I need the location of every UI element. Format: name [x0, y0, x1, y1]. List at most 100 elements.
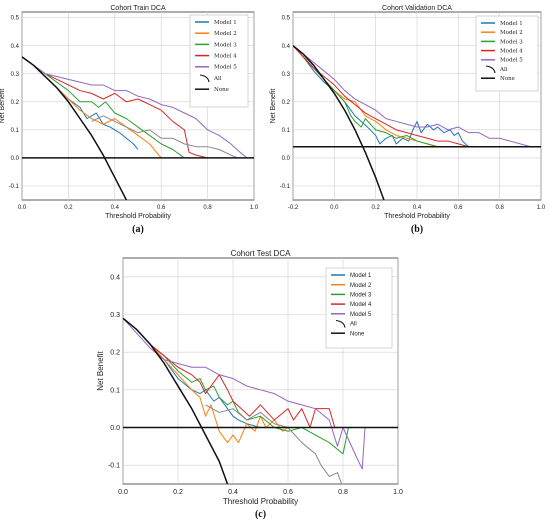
series-line-model-5	[293, 45, 531, 148]
chart-panel-c: 0.0 0.2 0.4 0.6 0.8 1.0 -0.1 0.0 0.1 0.2 0.3 0.4 Coh…	[96, 249, 403, 520]
legend-label: None	[214, 87, 229, 93]
series-line-model-2	[123, 317, 289, 444]
y-tick-label: 0.4	[11, 44, 20, 50]
y-tick-label: 0.3	[110, 312, 120, 319]
x-tick-label: 0.0	[330, 205, 339, 211]
series-line-model-3	[22, 56, 185, 159]
legend: Model 1 Model 2 Model 3 Model 4 Model 5 All No…	[325, 267, 393, 349]
series-line-model-4	[123, 317, 343, 428]
x-tick-label: 0.6	[157, 205, 166, 211]
x-tick-label: 0.0	[118, 489, 128, 496]
series-line-all	[293, 45, 385, 200]
legend-swatch-all	[335, 319, 346, 328]
x-tick-label: 0.2	[64, 205, 73, 211]
y-tick-label: -0.1	[280, 184, 291, 190]
x-tick-label: 0.6	[454, 205, 463, 211]
legend: Model 1 Model 2 Model 3 Model 4 Model 5 All No…	[475, 15, 539, 92]
legend-label: Model 4	[214, 54, 237, 60]
y-tick-label: 0.5	[282, 16, 291, 22]
chart-panel-b: -0.2 0.0 0.2 0.4 0.6 0.8 1.0 -0.1 0.0 0.1 0.2 0.3 0.…	[270, 5, 546, 235]
legend-label: All	[499, 67, 508, 73]
legend-label: Model 1	[350, 273, 372, 279]
series-group	[293, 45, 541, 200]
legend-label: Model 3	[350, 293, 372, 299]
series-line-model-5	[123, 317, 366, 470]
legend-label: None	[500, 76, 515, 82]
legend-label: Model 2	[214, 31, 237, 37]
chart-title: Cohort Validation DCA	[382, 5, 452, 12]
series-group	[22, 56, 254, 200]
panel-label: (b)	[411, 224, 423, 235]
legend-label: Model 5	[214, 65, 237, 71]
legend-label: Model 5	[350, 312, 372, 318]
legend-label: Model 1	[214, 20, 237, 26]
legend-swatch-all	[199, 74, 210, 83]
legend-label: All	[213, 76, 222, 82]
y-tick-label: 0.3	[11, 72, 20, 78]
panel-label: (c)	[255, 509, 266, 520]
y-axis-label: Net Benefit	[96, 350, 105, 390]
x-tick-label: 0.6	[283, 489, 293, 496]
x-axis-label: Threshold Probability	[105, 213, 171, 220]
chart-title: Cohort Test DCA	[231, 249, 292, 258]
x-tick-label: 0.8	[338, 489, 348, 496]
panel-label: (a)	[132, 224, 144, 235]
y-tick-label: -0.1	[9, 184, 20, 190]
x-tick-label: 0.0	[18, 205, 27, 211]
y-tick-label: 0.4	[282, 44, 291, 50]
y-tick-label: 0.0	[110, 425, 120, 432]
x-tick-label: 0.4	[413, 205, 422, 211]
legend-label: Model 4	[350, 302, 372, 308]
legend-label: Model 1	[500, 21, 523, 27]
legend-label: Model 3	[500, 39, 523, 45]
y-tick-label: 0.2	[11, 100, 20, 106]
x-tick-label: 1.0	[250, 205, 259, 211]
y-tick-label: 0.1	[110, 387, 120, 394]
y-tick-label: 0.1	[11, 128, 20, 134]
series-line-model-4	[293, 45, 469, 148]
legend-label: Model 5	[500, 58, 523, 64]
legend-swatch-all	[485, 65, 496, 74]
y-axis-label: Net Benefit	[270, 89, 277, 124]
x-tick-label: 1.0	[537, 205, 546, 211]
y-tick-label: 0.2	[282, 100, 291, 106]
legend-label: Model 2	[350, 283, 372, 289]
x-tick-label: 0.4	[111, 205, 120, 211]
x-tick-label: 0.8	[495, 205, 504, 211]
x-axis-label: Threshold Probability	[384, 213, 450, 220]
x-tick-label: 0.8	[203, 205, 212, 211]
x-tick-label: 1.0	[393, 489, 403, 496]
series-line-model-3	[123, 317, 349, 455]
series-line-model-4	[22, 56, 208, 159]
y-axis-label: Net Benefit	[0, 89, 6, 124]
x-axis-label: Threshold Probability	[223, 497, 298, 506]
y-tick-label: 0.3	[282, 72, 291, 78]
legend-label: Model 4	[500, 49, 523, 55]
y-tick-label: 0.5	[11, 16, 20, 22]
x-tick-label: 0.2	[173, 489, 183, 496]
y-tick-label: 0.0	[282, 156, 291, 162]
legend-box	[325, 267, 393, 349]
legend-label: All	[350, 322, 357, 328]
legend-label: Model 2	[500, 30, 523, 36]
legend-box	[189, 14, 249, 108]
chart-panel-a: 0.0 0.2 0.4 0.6 0.8 1.0 -0.1 0.0 0.1 0.2 0.3 0.4 0.5…	[0, 5, 259, 235]
series-line-all	[123, 317, 229, 484]
y-tick-label: 0.0	[11, 156, 20, 162]
series-line-all	[22, 56, 128, 200]
series-line-unlabeled	[91, 115, 238, 159]
legend-label: Model 3	[214, 42, 237, 48]
y-tick-label: 0.2	[110, 350, 120, 357]
legend: Model 1 Model 2 Model 3 Model 4 Model 5 All No…	[189, 14, 249, 108]
legend-label: None	[350, 331, 365, 337]
series-line-model-5	[22, 56, 248, 159]
x-tick-label: 0.2	[371, 205, 380, 211]
x-tick-label: 0.4	[228, 489, 238, 496]
chart-title: Cohort Train DCA	[110, 5, 166, 12]
y-tick-label: -0.1	[108, 463, 120, 470]
y-tick-label: 0.1	[282, 128, 291, 134]
y-tick-label: 0.4	[110, 274, 120, 281]
x-tick-label: -0.2	[288, 205, 299, 211]
series-group	[123, 317, 398, 484]
